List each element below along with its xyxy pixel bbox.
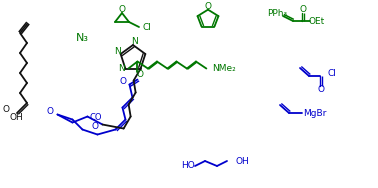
Text: OEt: OEt	[309, 17, 325, 26]
Text: N: N	[114, 48, 121, 56]
Text: HO: HO	[181, 161, 195, 171]
Text: O: O	[318, 84, 324, 93]
Text: MgBr: MgBr	[303, 108, 327, 118]
Text: OH: OH	[235, 156, 249, 165]
Text: N₃: N₃	[76, 33, 88, 43]
Text: O: O	[47, 107, 54, 116]
Text: O: O	[118, 5, 125, 14]
Text: Cl: Cl	[328, 68, 337, 77]
Text: OH: OH	[10, 114, 24, 123]
Text: NMe₂: NMe₂	[212, 64, 236, 73]
Text: CO: CO	[89, 113, 102, 122]
Text: Cl: Cl	[143, 23, 152, 32]
Text: N: N	[131, 37, 137, 46]
Text: O: O	[3, 105, 9, 114]
Text: O: O	[92, 122, 99, 131]
Text: O: O	[299, 5, 307, 14]
Text: O: O	[204, 2, 212, 11]
Text: O: O	[120, 77, 127, 86]
Text: O: O	[137, 70, 144, 79]
Text: N: N	[118, 64, 125, 73]
Text: PPh₃: PPh₃	[267, 8, 287, 17]
